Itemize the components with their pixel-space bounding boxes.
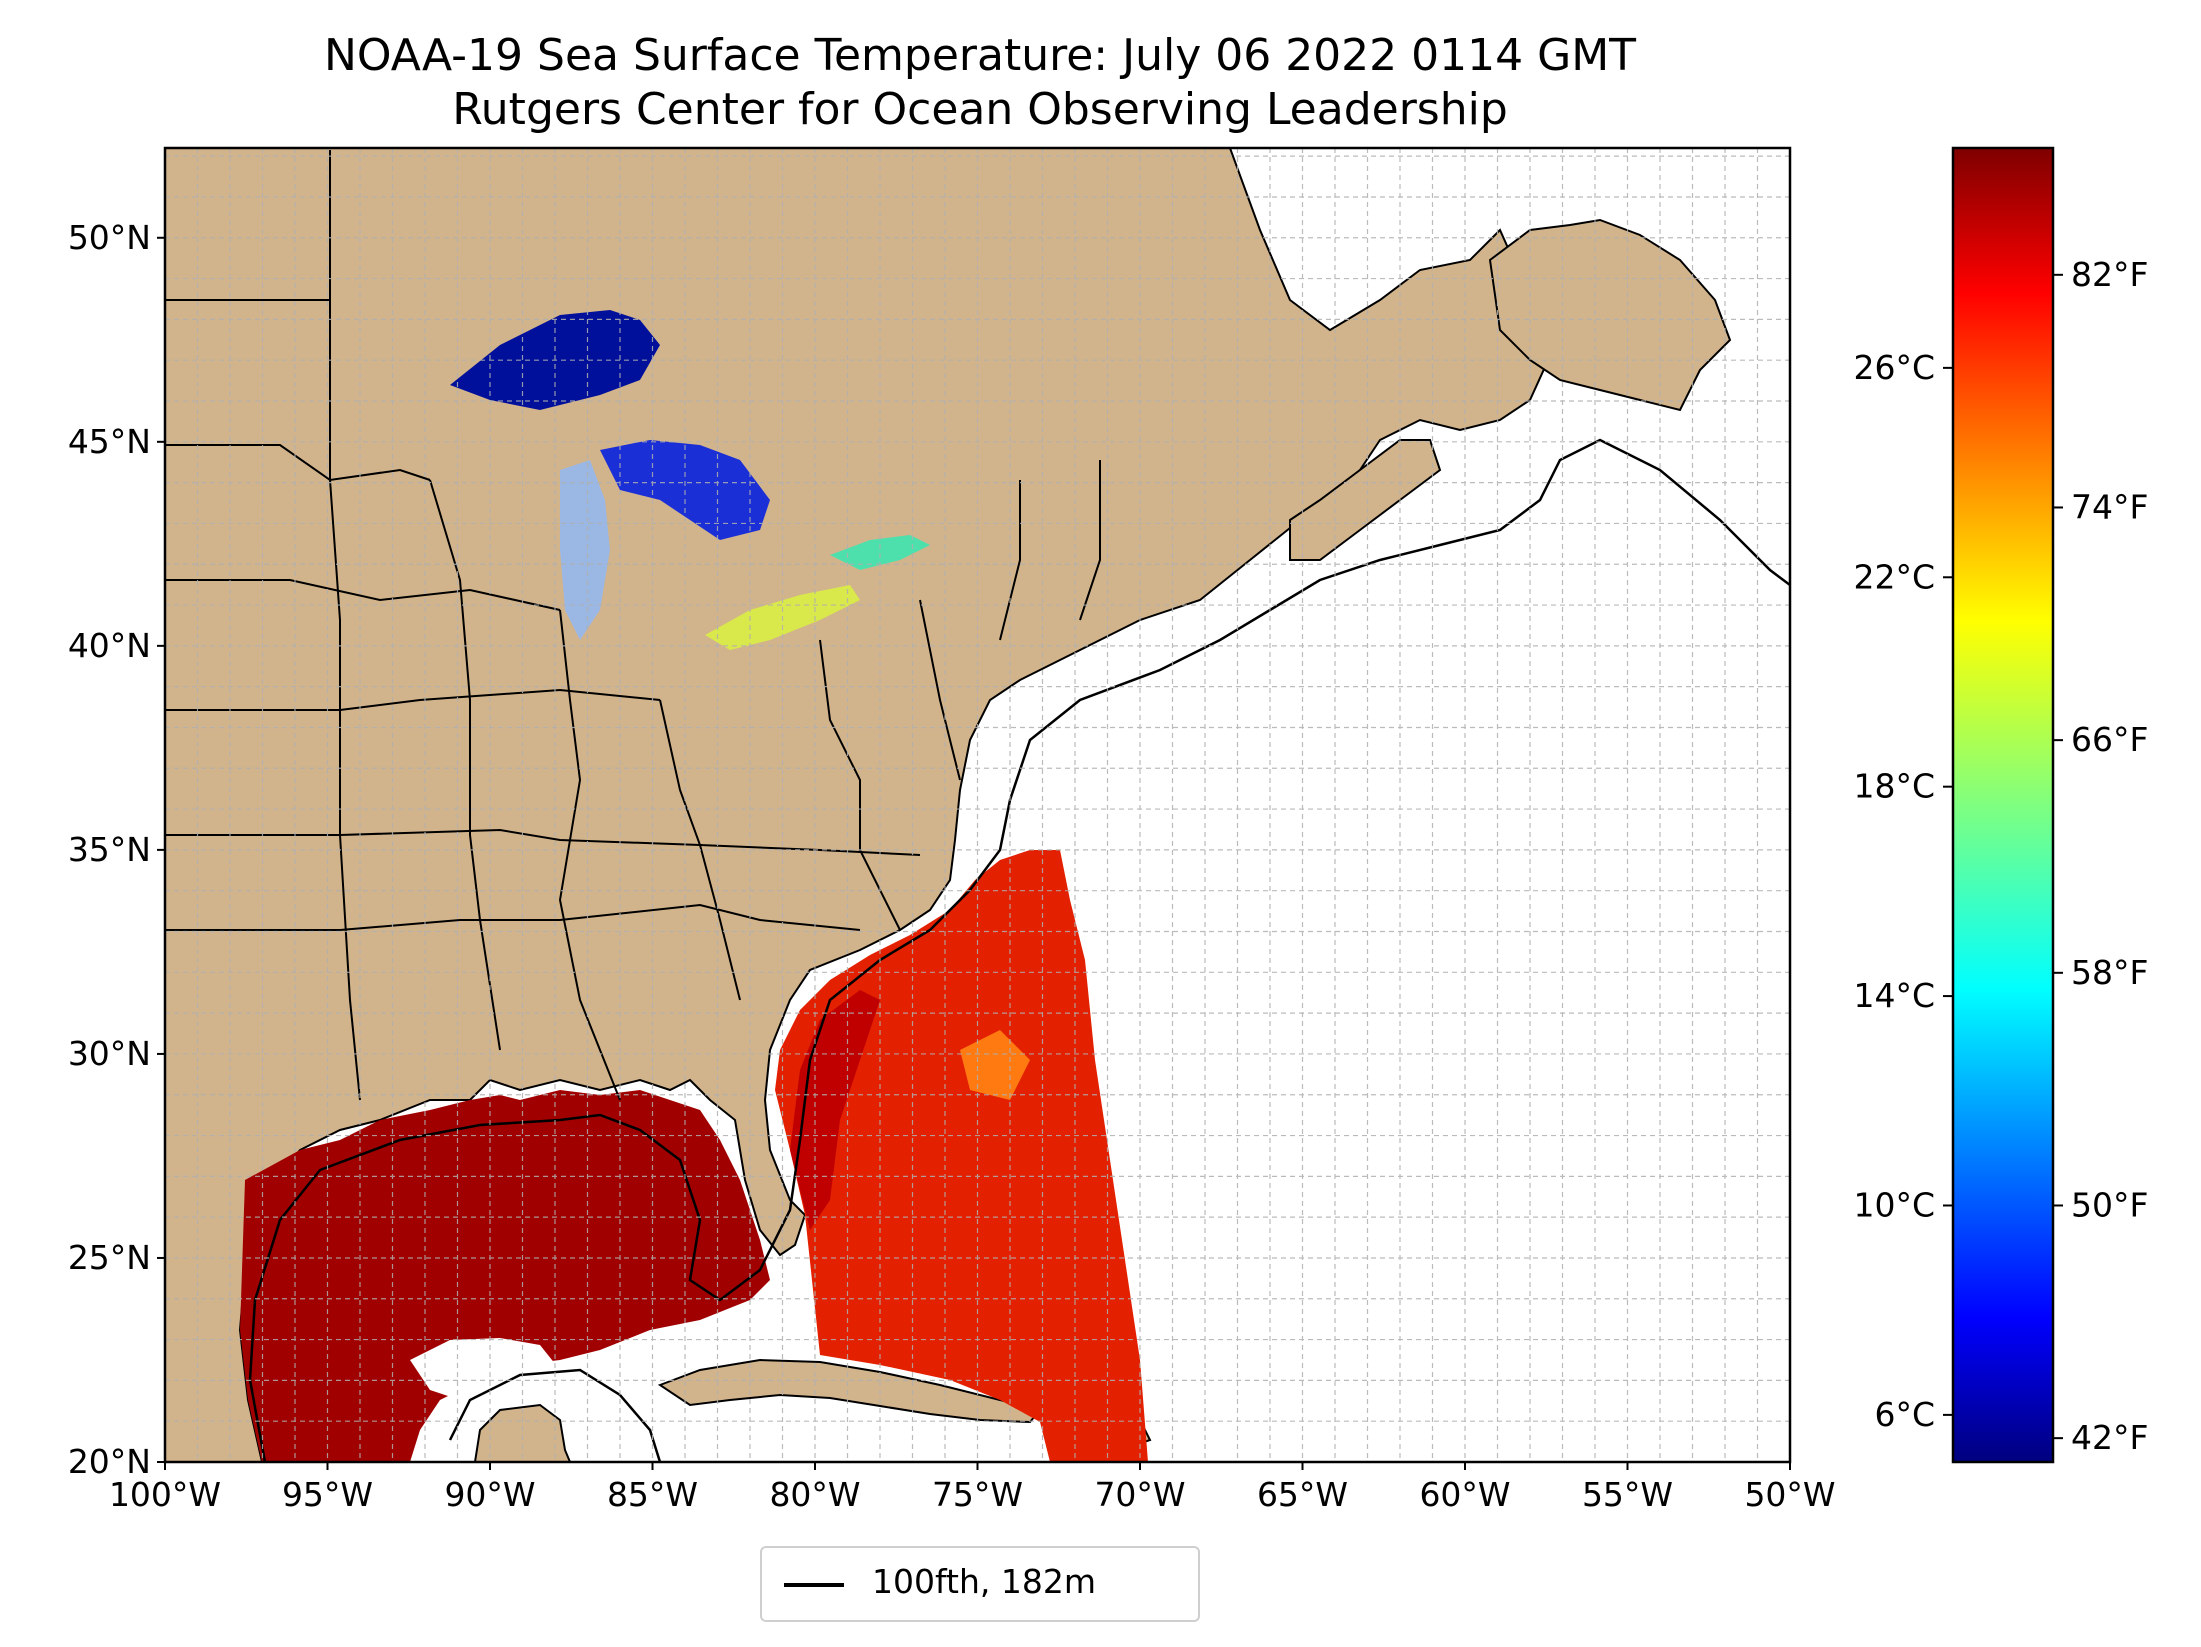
colorbar-fahrenheit-tick: 74°F: [2071, 487, 2148, 526]
lake-ontario: [830, 535, 930, 570]
map-legend: 100fth, 182m: [760, 1546, 1200, 1622]
lon-tick-label: 60°W: [1419, 1475, 1510, 1514]
chart-title: NOAA-19 Sea Surface Temperature: July 06…: [323, 30, 1637, 81]
lat-tick-label: 50°N: [68, 218, 151, 257]
lon-tick-label: 65°W: [1257, 1475, 1348, 1514]
lon-tick-label: 95°W: [282, 1475, 373, 1514]
land-cuba: [657, 1358, 1042, 1424]
lon-tick-label: 90°W: [444, 1475, 535, 1514]
sst-atlantic-cool-patch: [960, 1030, 1030, 1100]
lon-tick-label: 80°W: [769, 1475, 860, 1514]
colorbar-fahrenheit-tick: 82°F: [2071, 255, 2148, 294]
isobath-legend-line: [784, 1583, 844, 1587]
colorbar-celsius-tick: 14°C: [1853, 976, 1935, 1015]
lon-tick-label: 75°W: [932, 1475, 1023, 1514]
state-borders: [165, 150, 1101, 1101]
colorbar-celsius-tick: 10°C: [1853, 1185, 1935, 1224]
colorbar-celsius-tick: 6°C: [1874, 1395, 1935, 1434]
colorbar-fahrenheit-tick: 50°F: [2071, 1185, 2148, 1224]
lat-tick-label: 45°N: [68, 422, 151, 461]
colorbar-fahrenheit-axis: 82°F 74°F 66°F 58°F 50°F 42°F: [2053, 255, 2148, 1457]
lat-tick-label: 30°N: [68, 1034, 151, 1073]
latitude-axis: 50°N 45°N 40°N 35°N 30°N 25°N 20°N: [68, 218, 165, 1481]
colorbar-celsius-axis: 26°C 22°C 18°C 14°C 10°C 6°C: [1853, 348, 1953, 1434]
land-nova-scotia: [1289, 439, 1442, 561]
longitude-axis: 100°W 95°W 90°W 85°W 80°W 75°W 70°W 65°W 60°W 55°…: [109, 1462, 1836, 1514]
colorbar-fahrenheit-tick: 42°F: [2071, 1418, 2148, 1457]
lon-tick-label: 70°W: [1094, 1475, 1185, 1514]
sst-gulf-of-mexico: [240, 1090, 770, 1462]
colorbar-fahrenheit-tick: 66°F: [2071, 720, 2148, 759]
isobath-100fth: [248, 438, 1790, 1462]
colorbar-celsius-tick: 22°C: [1853, 557, 1935, 596]
map-gridlines: [165, 148, 1790, 1462]
colorbar-celsius-tick: 26°C: [1853, 348, 1935, 387]
chart-subtitle: Rutgers Center for Ocean Observing Leade…: [452, 84, 1508, 135]
lat-tick-label: 40°N: [68, 626, 151, 665]
land-yucatan: [473, 1403, 572, 1462]
lon-tick-label: 85°W: [607, 1475, 698, 1514]
lat-tick-label: 20°N: [68, 1442, 151, 1481]
lon-tick-label: 100°W: [109, 1475, 221, 1514]
lat-tick-label: 25°N: [68, 1238, 151, 1277]
land-newfoundland: [1488, 218, 1732, 412]
isobath-100fth-cuba: [448, 1368, 662, 1462]
colorbar-celsius-tick: 18°C: [1853, 767, 1935, 806]
lat-tick-label: 35°N: [68, 830, 151, 869]
lon-tick-label: 50°W: [1744, 1475, 1835, 1514]
lon-tick-label: 55°W: [1582, 1475, 1673, 1514]
colorbar: [1951, 146, 2055, 1464]
colorbar-fahrenheit-tick: 58°F: [2071, 953, 2148, 992]
isobath-legend-label: 100fth, 182m: [872, 1562, 1096, 1601]
lake-michigan: [560, 460, 610, 640]
